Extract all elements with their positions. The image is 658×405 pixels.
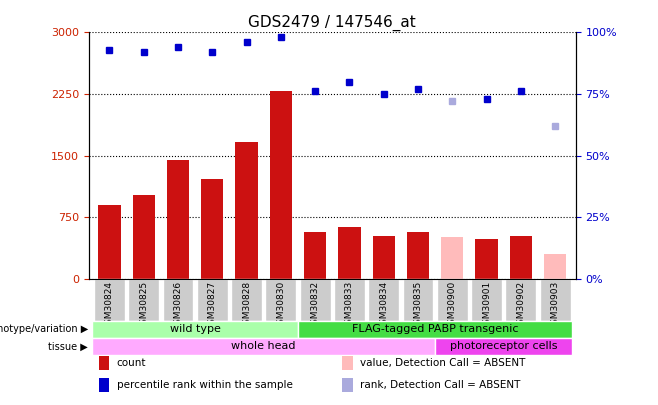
FancyBboxPatch shape — [94, 279, 125, 321]
Text: GSM30825: GSM30825 — [139, 281, 148, 330]
Bar — [99, 356, 109, 370]
Text: tissue ▶: tissue ▶ — [49, 341, 88, 351]
Bar — [510, 236, 532, 279]
Bar — [441, 237, 463, 279]
Text: rank, Detection Call = ABSENT: rank, Detection Call = ABSENT — [360, 380, 520, 390]
Text: FLAG-tagged PABP transgenic: FLAG-tagged PABP transgenic — [352, 324, 519, 335]
Bar — [476, 239, 497, 279]
FancyBboxPatch shape — [92, 321, 298, 338]
Text: whole head: whole head — [232, 341, 296, 351]
FancyBboxPatch shape — [334, 279, 365, 321]
Bar — [407, 232, 429, 279]
Text: wild type: wild type — [170, 324, 220, 335]
Bar — [201, 179, 224, 279]
Text: value, Detection Call = ABSENT: value, Detection Call = ABSENT — [360, 358, 526, 368]
Bar — [372, 236, 395, 279]
Text: GSM30902: GSM30902 — [517, 281, 525, 330]
FancyBboxPatch shape — [163, 279, 193, 321]
Text: percentile rank within the sample: percentile rank within the sample — [116, 380, 292, 390]
Text: GSM30827: GSM30827 — [208, 281, 216, 330]
FancyBboxPatch shape — [231, 279, 262, 321]
Bar — [544, 254, 567, 279]
Text: GSM30832: GSM30832 — [311, 281, 320, 330]
FancyBboxPatch shape — [298, 321, 572, 338]
FancyBboxPatch shape — [265, 279, 296, 321]
Bar — [342, 378, 353, 392]
Text: GSM30901: GSM30901 — [482, 281, 491, 330]
Bar — [236, 143, 258, 279]
FancyBboxPatch shape — [435, 338, 572, 355]
Text: GSM30835: GSM30835 — [413, 281, 422, 330]
FancyBboxPatch shape — [505, 279, 536, 321]
Text: GSM30826: GSM30826 — [174, 281, 182, 330]
FancyBboxPatch shape — [437, 279, 468, 321]
FancyBboxPatch shape — [92, 338, 435, 355]
Bar — [338, 227, 361, 279]
Bar — [99, 378, 109, 392]
FancyBboxPatch shape — [368, 279, 399, 321]
Bar — [132, 195, 155, 279]
Text: genotype/variation ▶: genotype/variation ▶ — [0, 324, 88, 335]
Text: GSM30830: GSM30830 — [276, 281, 286, 330]
Title: GDS2479 / 147546_at: GDS2479 / 147546_at — [249, 15, 416, 31]
Bar — [98, 205, 120, 279]
Bar — [342, 356, 353, 370]
Text: GSM30824: GSM30824 — [105, 281, 114, 330]
FancyBboxPatch shape — [471, 279, 502, 321]
Text: photoreceptor cells: photoreceptor cells — [450, 341, 557, 351]
Text: GSM30903: GSM30903 — [551, 281, 560, 330]
FancyBboxPatch shape — [540, 279, 570, 321]
FancyBboxPatch shape — [197, 279, 228, 321]
FancyBboxPatch shape — [403, 279, 434, 321]
Text: GSM30900: GSM30900 — [448, 281, 457, 330]
Text: GSM30834: GSM30834 — [379, 281, 388, 330]
Text: count: count — [116, 358, 146, 368]
Bar — [270, 92, 292, 279]
Text: GSM30828: GSM30828 — [242, 281, 251, 330]
Bar — [167, 160, 189, 279]
Text: GSM30833: GSM30833 — [345, 281, 354, 330]
FancyBboxPatch shape — [128, 279, 159, 321]
Bar — [304, 232, 326, 279]
FancyBboxPatch shape — [299, 279, 330, 321]
